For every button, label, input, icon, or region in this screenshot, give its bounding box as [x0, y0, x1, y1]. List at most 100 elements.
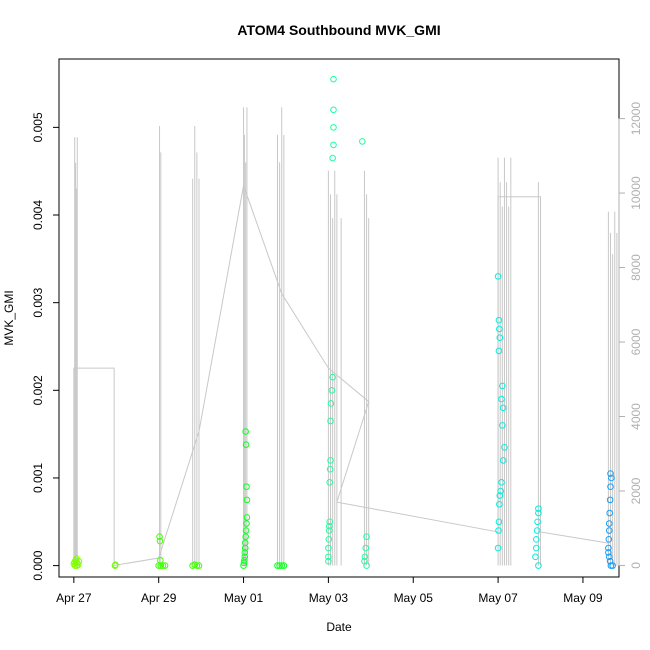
altitude-transit-line	[73, 183, 609, 567]
y-tick-label: 0.001	[31, 463, 45, 493]
data-point	[363, 562, 370, 569]
chart-title: ATOM4 Southbound MVK_GMI	[237, 22, 440, 38]
data-point	[534, 518, 541, 526]
data-point	[608, 474, 615, 482]
data-point	[496, 492, 504, 499]
data-point	[359, 138, 366, 145]
data-point	[242, 441, 250, 448]
data-point	[329, 373, 336, 381]
data-point	[326, 518, 333, 526]
data-point	[325, 557, 332, 565]
x-axis: Apr 27 Apr 29 May 01 May 03 May 05 May 07 May …	[56, 576, 603, 605]
data-point	[278, 562, 286, 569]
data-point	[606, 509, 613, 517]
data-point	[159, 562, 167, 569]
data-point	[242, 428, 249, 435]
x-tick-label: May 03	[309, 591, 349, 605]
data-point	[161, 562, 169, 569]
data-point	[496, 500, 503, 508]
data-point	[605, 544, 612, 552]
data-point	[327, 417, 334, 425]
data-point	[535, 509, 542, 517]
data-point	[532, 544, 540, 552]
y2-tick-label: 10000	[629, 176, 643, 210]
data-point	[605, 553, 613, 561]
y-tick-label: 0.003	[31, 287, 45, 317]
data-point	[242, 533, 249, 540]
data-point	[609, 562, 616, 569]
data-point	[535, 562, 542, 569]
y2-axis: 0 2000 4000 6000 8000 10000 12000	[618, 102, 643, 569]
y2-tick-label: 2000	[629, 477, 643, 504]
data-point	[499, 404, 507, 412]
data-point	[240, 559, 248, 567]
y-axis-title: MVK_GMI	[2, 290, 16, 345]
data-point	[276, 562, 283, 569]
data-point	[532, 536, 540, 543]
x-tick-label: May 05	[394, 591, 434, 605]
x-tick-label: May 01	[224, 591, 264, 605]
data-point	[607, 470, 614, 477]
data-point	[535, 505, 542, 512]
data-point	[241, 549, 249, 556]
plot-frame	[58, 58, 620, 578]
y2-tick-label: 4000	[629, 403, 643, 430]
data-point	[325, 536, 333, 543]
data-point	[243, 496, 251, 504]
data-point	[241, 553, 249, 561]
data-point	[330, 124, 337, 131]
data-point	[329, 154, 336, 162]
data-point	[330, 106, 337, 114]
data-point	[361, 553, 369, 561]
data-point	[499, 457, 507, 464]
data-point	[496, 334, 504, 342]
data-point	[243, 514, 251, 521]
y-tick-label: 0.005	[31, 112, 45, 142]
data-point	[607, 483, 614, 491]
y2-tick-label: 12000	[629, 102, 643, 136]
data-point	[605, 520, 613, 527]
x-tick-label: May 07	[478, 591, 518, 605]
data-point	[240, 562, 247, 569]
data-point	[326, 479, 333, 486]
data-point	[280, 562, 288, 569]
data-point	[274, 562, 281, 569]
altitude-series	[73, 107, 618, 567]
y-tick-label: 0.004	[31, 200, 45, 230]
x-tick-label: Apr 27	[56, 591, 92, 605]
data-point	[325, 527, 333, 534]
data-point	[495, 316, 503, 324]
data-point	[242, 527, 250, 534]
data-point	[327, 400, 335, 407]
data-point	[112, 561, 119, 569]
data-point	[73, 562, 81, 569]
y-tick-label: 0.000	[31, 550, 45, 580]
data-point	[193, 562, 201, 569]
data-point	[606, 496, 614, 504]
data-point	[501, 443, 508, 451]
data-point	[74, 561, 82, 569]
y-axis: 0.000 0.001 0.002 0.003 0.004 0.005	[31, 112, 60, 581]
x-axis-title: Date	[326, 620, 352, 634]
data-point	[156, 537, 164, 545]
data-point	[495, 527, 502, 534]
data-point	[243, 483, 250, 491]
data-point	[156, 533, 163, 540]
data-point	[363, 533, 370, 540]
data-point	[532, 553, 539, 561]
data-point	[243, 520, 250, 527]
data-point	[328, 387, 336, 394]
data-point	[326, 465, 334, 473]
data-point	[495, 347, 503, 355]
data-point	[605, 527, 613, 534]
data-point	[495, 518, 503, 526]
data-point	[330, 141, 337, 149]
data-point	[195, 562, 203, 569]
data-point	[157, 562, 165, 569]
data-point	[241, 544, 249, 552]
data-point	[497, 487, 504, 495]
y2-tick-label: 0	[629, 562, 643, 569]
data-point	[498, 395, 505, 403]
data-point	[362, 544, 370, 552]
y-tick-label: 0.002	[31, 375, 45, 405]
